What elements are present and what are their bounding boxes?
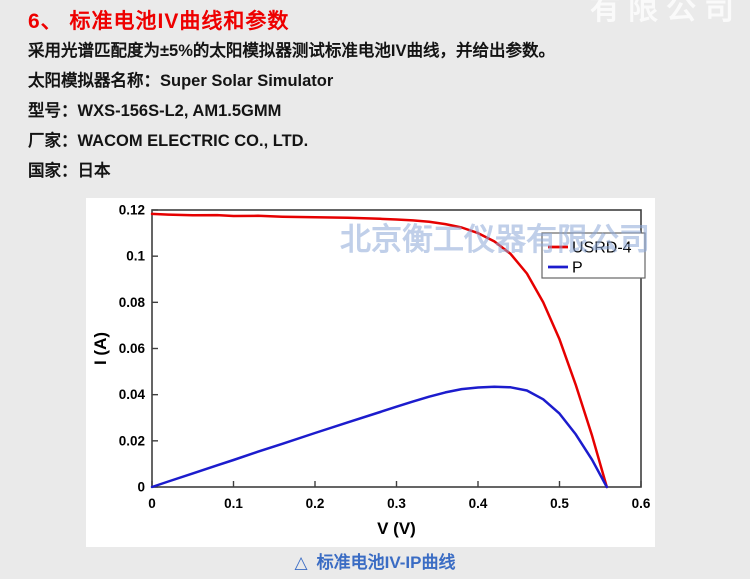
body-line-1: 采用光谱匹配度为±5%的太阳模拟器测试标准电池IV曲线，并给出参数。 (28, 42, 555, 60)
triangle-marker-icon: △ (294, 553, 308, 572)
body-text: 采用光谱匹配度为±5%的太阳模拟器测试标准电池IV曲线，并给出参数。 太阳模拟器… (28, 36, 555, 186)
body-line-3: 型号：WXS-156S-L2, AM1.5GMM (28, 102, 282, 120)
x-tick-label: 0.5 (550, 496, 569, 511)
curve-p (150, 385, 609, 489)
figure-caption-text: 标准电池IV-IP曲线 (316, 553, 456, 572)
y-axis-label: I (A) (91, 332, 110, 365)
y-tick-label: 0.12 (119, 203, 145, 218)
y-tick-label: 0.06 (119, 341, 146, 356)
y-tick-label: 0.02 (119, 433, 145, 448)
iv-ip-chart: 0 0.1 0.2 0.3 0.4 0.5 0.6 0 0.02 0.04 0.06 0.08 0.1 0… (91, 203, 651, 539)
x-tick-label: 0 (148, 496, 156, 511)
y-tick-label: 0 (137, 480, 145, 495)
body-line-5: 国家：日本 (28, 162, 111, 180)
legend-label: USRD-4 (572, 240, 632, 257)
page-title: 6、 标准电池IV曲线和参数 (28, 10, 290, 33)
legend-label: P (572, 260, 583, 277)
x-tick-label: 0.1 (224, 496, 243, 511)
curve-usrd-4 (150, 212, 609, 489)
x-tick-label: 0.6 (632, 496, 651, 511)
chart-panel: 0 0.1 0.2 0.3 0.4 0.5 0.6 0 0.02 0.04 0.06 0.08 0.1 0… (86, 198, 655, 547)
figure-caption: △ 标准电池IV-IP曲线 (0, 548, 750, 573)
x-axis-label: V (V) (377, 519, 416, 538)
y-tick-label: 0.1 (126, 249, 145, 264)
watermark-fragment-top: 有限公司 (590, 0, 742, 26)
y-tick-label: 0.04 (119, 387, 146, 402)
body-line-4: 厂家：WACOM ELECTRIC CO., LTD. (28, 132, 309, 150)
legend-box (541, 232, 646, 279)
x-tick-label: 0.4 (469, 496, 488, 511)
x-tick-label: 0.3 (387, 496, 406, 511)
x-tick-label: 0.2 (306, 496, 325, 511)
y-tick-label: 0.08 (119, 295, 146, 310)
body-line-2: 太阳模拟器名称：Super Solar Simulator (28, 72, 334, 90)
